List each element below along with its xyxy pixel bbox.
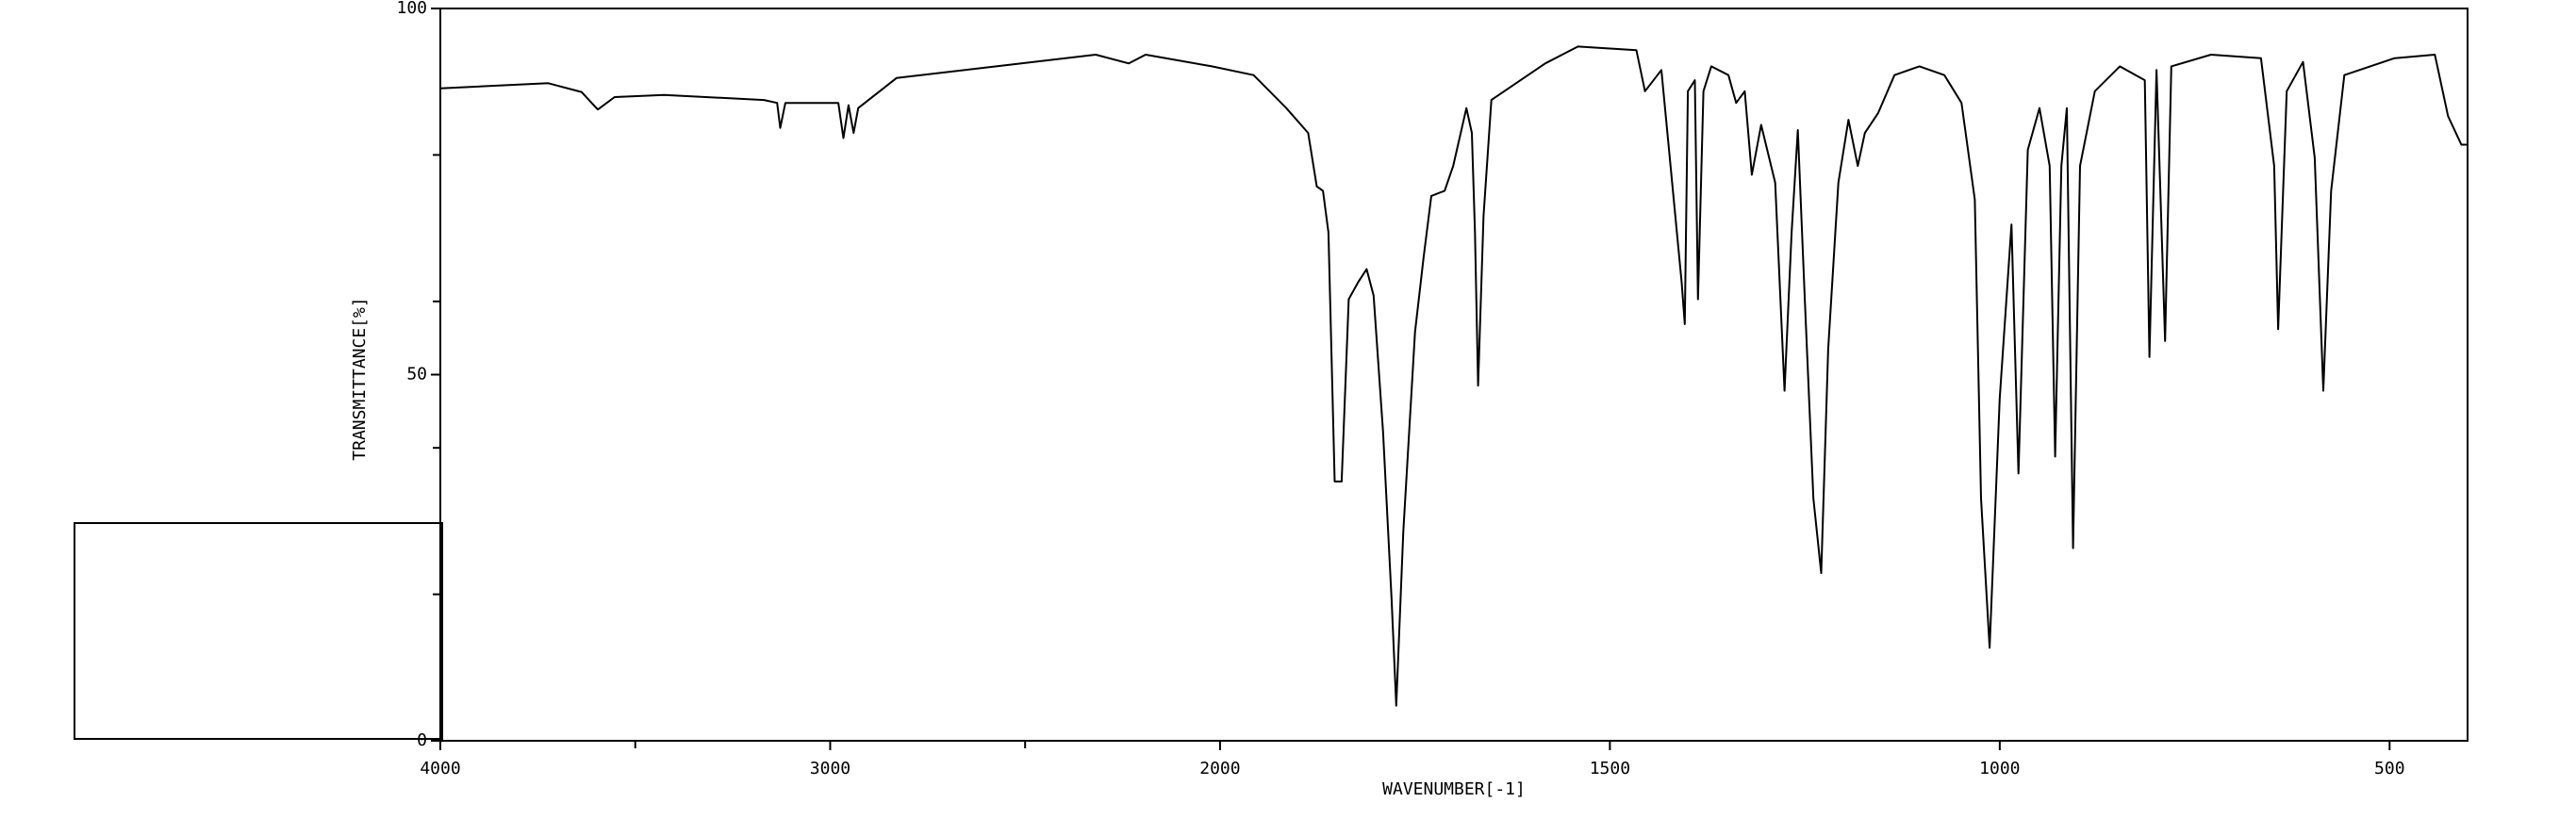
x-tick-label: 1500 xyxy=(1590,759,1630,778)
y-axis-title: TRANSMITTANCE[%] xyxy=(350,297,370,460)
x-axis-title: WAVENUMBER[-1] xyxy=(1382,779,1526,799)
y-tick-label: 100 xyxy=(396,0,427,18)
empty-box xyxy=(74,522,443,740)
spectrum-line xyxy=(439,45,2468,707)
x-tick-label: 500 xyxy=(2374,759,2405,778)
plot-frame xyxy=(439,8,2469,742)
x-tick-label: 2000 xyxy=(1199,759,1240,778)
x-tick-label: 4000 xyxy=(420,759,460,778)
x-tick-label: 3000 xyxy=(810,759,850,778)
x-tick-label: 1000 xyxy=(1979,759,2020,778)
y-tick-label: 50 xyxy=(406,365,427,385)
y-tick-label: 0 xyxy=(417,730,427,750)
